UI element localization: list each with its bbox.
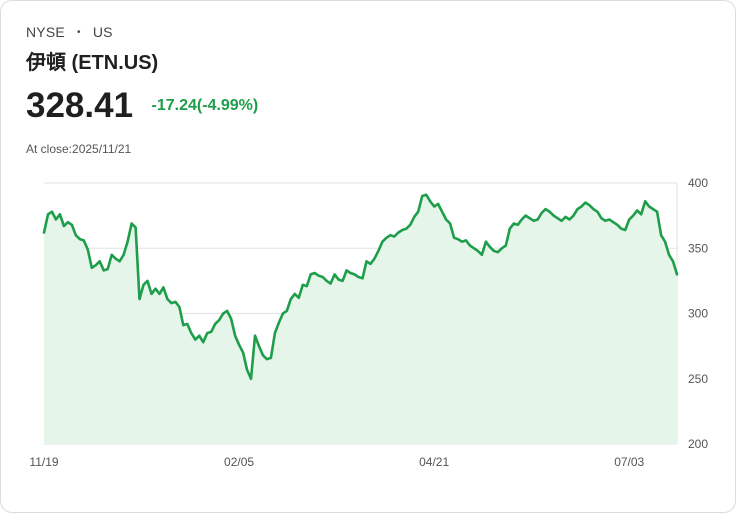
separator-dot: • — [77, 27, 81, 38]
stock-title: 伊頓 (ETN.US) — [26, 52, 159, 74]
market-label: US — [92, 24, 113, 40]
x-tick-label: 04/21 — [419, 455, 449, 469]
x-tick-label: 11/19 — [29, 455, 58, 469]
price-change: -17.24(-4.99%) — [151, 97, 259, 114]
y-axis-ticks: 200 250 300 350 400 — [688, 176, 708, 451]
close-timestamp: At close:2025/11/21 — [26, 142, 132, 156]
current-price: 328.41 — [26, 86, 134, 125]
x-tick-label: 07/03 — [614, 455, 644, 469]
price-line-series[interactable] — [42, 193, 679, 381]
price-area-fill — [44, 194, 677, 444]
y-tick-label: 250 — [688, 372, 708, 386]
price-row: 328.41 -17.24(-4.99%) — [26, 86, 258, 126]
y-tick-label: 300 — [688, 307, 708, 321]
y-tick-label: 350 — [688, 241, 708, 255]
exchange-info: NYSE • US — [26, 24, 113, 40]
y-tick-label: 400 — [688, 176, 708, 190]
x-tick-label: 02/05 — [224, 455, 254, 469]
y-tick-label: 200 — [688, 437, 708, 451]
exchange-label: NYSE — [26, 24, 65, 40]
